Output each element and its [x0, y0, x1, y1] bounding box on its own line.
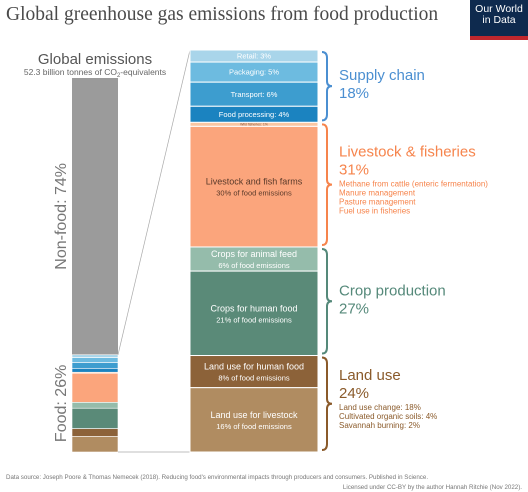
- segment-label-wild-fisheries-1: Wild fisheries: 1%: [240, 123, 268, 127]
- bracket-livestock-fisheries: [321, 123, 333, 246]
- segment-sublabel-crops-for-human-food: 21% of food emissions: [216, 315, 292, 324]
- logo-accent-bar: [470, 36, 528, 40]
- group-detail-land-use-0: Land use change: 18%: [339, 403, 421, 412]
- food-bar-retail-3: [71, 354, 119, 358]
- group-name-supply-chain: Supply chain: [339, 67, 425, 84]
- segment-label-food-processing-4: Food processing: 4%: [219, 110, 290, 119]
- total-subtitle: 52.3 billion tonnes of CO2-equivalents: [24, 67, 166, 79]
- logo-line-1: Our World: [475, 3, 523, 15]
- footer-license: Licensed under CC-BY by the author Hanna…: [342, 484, 522, 491]
- owid-logo[interactable]: Our World in Data: [470, 0, 528, 40]
- segment-label-transport-6: Transport: 6%: [231, 90, 278, 99]
- segment-crops-for-animal-feed: [189, 246, 319, 272]
- group-detail-livestock-fisheries-1: Manure management: [339, 189, 416, 198]
- group-percent-land-use: 24%: [339, 385, 369, 402]
- chart-title: Global greenhouse gas emissions from foo…: [6, 4, 439, 25]
- footer-source: Data source: Joseph Poore & Thomas Nemec…: [6, 474, 429, 481]
- segment-label-retail-3: Retail: 3%: [237, 52, 272, 61]
- segment-label-crops-for-human-food: Crops for human food: [210, 303, 297, 313]
- total-title: Global emissions: [38, 51, 152, 68]
- logo-line-2: in Data: [482, 14, 516, 26]
- nonfood-bar: [72, 78, 118, 355]
- segment-label-land-use-for-human-food: Land use for human food: [204, 362, 304, 372]
- segment-livestock-and-fish-farms: [189, 125, 319, 248]
- group-detail-land-use-2: Savannah burning: 2%: [339, 421, 420, 430]
- food-label: Food: 26%: [53, 365, 70, 442]
- segment-land-use-for-livestock: [189, 387, 319, 453]
- group-percent-livestock-fisheries: 31%: [339, 162, 369, 179]
- group-name-crop-production: Crop production: [339, 282, 446, 299]
- food-bar-crops-for-human-food: [71, 407, 119, 429]
- nonfood-label: Non-food: 74%: [53, 163, 70, 270]
- bracket-supply-chain: [321, 51, 333, 122]
- group-detail-livestock-fisheries-2: Pasture management: [339, 198, 416, 207]
- group-percent-crop-production: 27%: [339, 300, 369, 317]
- food-bar-crops-for-animal-feed: [71, 402, 119, 409]
- segment-transport-6: [189, 81, 319, 107]
- group-name-livestock-fisheries: Livestock & fisheries: [339, 144, 476, 161]
- group-name-land-use: Land use: [339, 367, 401, 384]
- food-bar-livestock-and-fish-farms: [71, 372, 119, 403]
- bracket-land-use: [321, 356, 333, 451]
- segment-label-crops-for-animal-feed: Crops for animal feed: [211, 249, 297, 259]
- segment-sublabel-land-use-for-human-food: 8% of food emissions: [218, 374, 290, 383]
- group-detail-livestock-fisheries-0: Methane from cattle (enteric fermentatio…: [339, 180, 488, 189]
- segment-sublabel-livestock-and-fish-farms: 30% of food emissions: [216, 189, 292, 198]
- food-bar-food-processing-4: [71, 368, 119, 373]
- segment-label-livestock-and-fish-farms: Livestock and fish farms: [206, 177, 303, 187]
- food-bar-packaging-5: [71, 357, 119, 363]
- group-detail-livestock-fisheries-3: Fuel use in fisheries: [339, 207, 410, 216]
- food-bar-transport-6: [71, 362, 119, 369]
- food-bar-land-use-for-livestock: [71, 436, 119, 453]
- segment-label-land-use-for-livestock: Land use for livestock: [210, 410, 298, 420]
- segment-sublabel-crops-for-animal-feed: 6% of food emissions: [218, 261, 290, 270]
- food-bar-land-use-for-human-food: [71, 428, 119, 437]
- bracket-crop-production: [321, 247, 333, 355]
- connector-top: [117, 49, 191, 355]
- group-detail-land-use-1: Cultivated organic soils: 4%: [339, 412, 437, 421]
- segment-sublabel-land-use-for-livestock: 16% of food emissions: [216, 422, 292, 431]
- group-percent-supply-chain: 18%: [339, 85, 369, 102]
- segment-label-packaging-5: Packaging: 5%: [229, 68, 279, 77]
